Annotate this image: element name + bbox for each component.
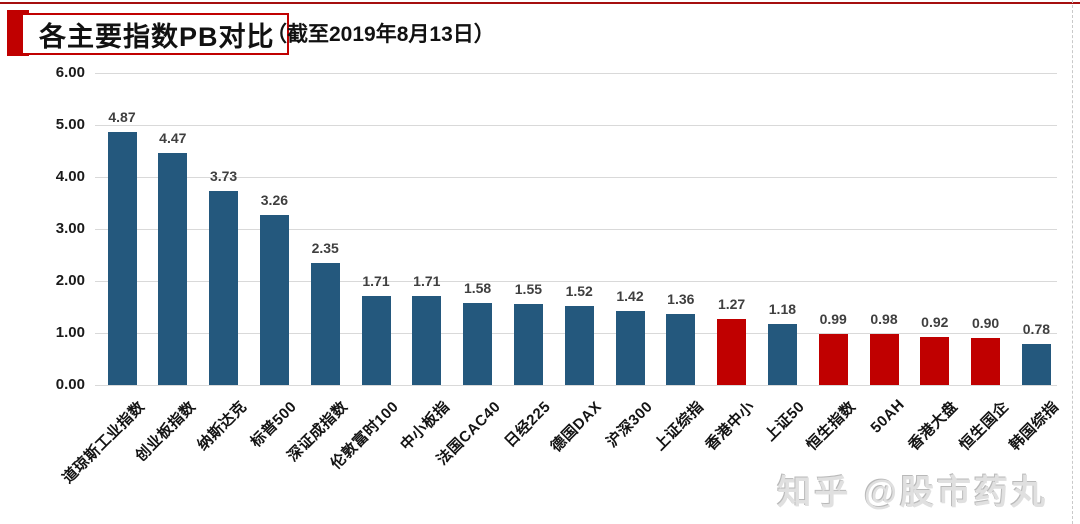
bar-香港中小 xyxy=(717,318,747,385)
gridline xyxy=(95,385,1057,386)
top-accent-line xyxy=(0,2,1080,4)
bar-value-label: 1.27 xyxy=(717,295,746,312)
y-axis-tick-label: 6.00 xyxy=(55,64,85,81)
bar-value-label: 0.98 xyxy=(870,311,898,328)
bar-50AH xyxy=(869,334,899,385)
gridline xyxy=(95,177,1057,178)
bar-value-label: 3.26 xyxy=(260,192,289,209)
bar-香港大盘 xyxy=(920,337,950,385)
bar-value-label: 1.42 xyxy=(616,288,644,305)
y-axis-tick-label: 4.00 xyxy=(55,168,85,185)
bar-恒生国企 xyxy=(971,338,1001,385)
y-axis-tick-label: 1.00 xyxy=(55,324,85,341)
bar-伦敦富时100 xyxy=(361,296,391,385)
bar-标普500 xyxy=(259,215,289,385)
bar-日经225 xyxy=(513,304,543,385)
bar-value-label: 1.52 xyxy=(565,282,593,299)
bar-value-label: 0.99 xyxy=(819,310,847,327)
bar-value-label: 0.90 xyxy=(971,315,1000,332)
chart-title: 各主要指数PB对比 xyxy=(39,21,275,52)
y-axis-tick-label: 3.00 xyxy=(55,220,85,237)
bar-value-label: 1.18 xyxy=(768,300,797,317)
bar-value-label: 1.71 xyxy=(362,273,390,290)
bar-恒生指数 xyxy=(818,333,848,385)
chart-title-box: 各主要指数PB对比 xyxy=(21,13,289,55)
gridline xyxy=(95,125,1057,126)
gridline xyxy=(95,229,1057,230)
gridline xyxy=(95,281,1057,282)
bar-value-label: 2.35 xyxy=(311,239,339,256)
watermark: 知乎 @股市药丸 xyxy=(777,474,1048,512)
bar-上证50 xyxy=(767,323,797,385)
bar-value-label: 0.92 xyxy=(921,314,949,331)
bar-道琼斯工业指数 xyxy=(107,131,137,385)
bar-value-label: 4.47 xyxy=(159,129,187,146)
bar-value-label: 4.87 xyxy=(108,108,136,125)
chart-subtitle: （截至2019年8月13日） xyxy=(266,23,495,46)
bar-沪深300 xyxy=(615,311,645,385)
bar-德国DAX xyxy=(564,305,594,385)
bar-纳斯达克 xyxy=(209,191,239,385)
bar-value-label: 1.71 xyxy=(413,273,441,290)
bar-上证综指 xyxy=(666,314,696,385)
bar-韩国综指 xyxy=(1021,344,1051,385)
bar-中小板指 xyxy=(412,296,442,385)
page-break-dashed-line xyxy=(1072,0,1073,524)
bar-创业板指数 xyxy=(158,152,188,385)
bar-法国CAC40 xyxy=(463,302,493,385)
y-axis-tick-label: 2.00 xyxy=(55,272,85,289)
bar-value-label: 1.55 xyxy=(514,281,543,298)
bar-value-label: 3.73 xyxy=(209,168,238,185)
y-axis-tick-label: 5.00 xyxy=(55,116,85,133)
bar-value-label: 1.58 xyxy=(463,279,492,296)
bar-深证成指数 xyxy=(310,262,340,385)
gridline xyxy=(95,73,1057,74)
bar-value-label: 0.78 xyxy=(1022,321,1051,338)
bar-value-label: 1.36 xyxy=(667,291,695,308)
y-axis-tick-label: 0.00 xyxy=(55,376,85,393)
